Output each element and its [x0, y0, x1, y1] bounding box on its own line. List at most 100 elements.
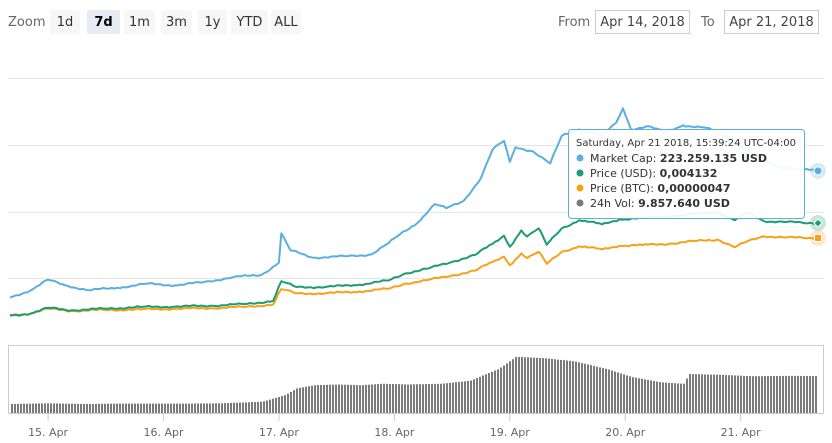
tooltip-row-price-btc: Price (BTC): 0,00000047	[590, 182, 731, 195]
volume-bar	[503, 365, 505, 413]
tooltip-header: Saturday, Apr 21 2018, 15:39:24 UTC-04:0…	[576, 138, 796, 149]
volume-bar	[755, 376, 757, 413]
volume-bar	[101, 403, 103, 413]
volume-bar	[404, 384, 406, 413]
volume-bar	[623, 374, 625, 413]
volume-bar	[461, 381, 463, 413]
volume-bar	[731, 375, 733, 413]
x-axis: 15. Apr 16. Apr 17. Apr 18. Apr 19. Apr 20. A…	[28, 413, 761, 439]
volume-bar	[317, 385, 319, 413]
tooltip-label: Market Cap:	[590, 152, 660, 165]
zoom-button-1d[interactable]: 1d	[50, 10, 80, 34]
volume-bar	[485, 374, 487, 413]
volume-bar	[329, 384, 331, 413]
zoom-button-7d[interactable]: 7d	[87, 10, 120, 34]
volume-pane	[8, 345, 824, 414]
volume-bar	[686, 378, 688, 413]
volume-bar	[494, 370, 496, 413]
volume-bar	[629, 376, 631, 413]
hover-marker-price-usd	[813, 218, 823, 228]
from-label: From	[558, 15, 590, 30]
zoom-button-3m[interactable]: 3m	[161, 10, 192, 34]
volume-bar	[134, 403, 136, 413]
volume-bar	[566, 360, 568, 413]
volume-bar	[80, 403, 82, 413]
volume-bar	[383, 383, 385, 413]
volume-bar	[257, 401, 259, 413]
volume-bar	[782, 375, 784, 413]
volume-bar	[725, 375, 727, 413]
volume-bar	[164, 403, 166, 413]
volume-bar	[296, 388, 298, 413]
x-tick-label: 21. Apr	[721, 426, 761, 439]
volume-bar	[281, 396, 283, 413]
volume-bar	[74, 403, 76, 413]
volume-bar	[743, 375, 745, 413]
to-date-input[interactable]: Apr 21, 2018	[724, 10, 819, 34]
volume-bar	[722, 374, 724, 413]
volume-bar	[47, 403, 49, 413]
volume-bar	[179, 403, 181, 413]
volume-bar	[149, 403, 151, 413]
zoom-button-label: 1d	[57, 15, 74, 30]
tooltip-bullet-market-cap	[576, 154, 584, 162]
volume-bar	[275, 397, 277, 413]
volume-bar	[416, 384, 418, 413]
volume-bar	[128, 403, 130, 413]
zoom-label: Zoom	[8, 15, 45, 30]
zoom-button-1y[interactable]: 1y	[198, 10, 227, 34]
zoom-button-1m[interactable]: 1m	[124, 10, 155, 34]
volume-bar	[194, 403, 196, 413]
from-date-input[interactable]: Apr 14, 2018	[595, 10, 690, 34]
volume-bar	[350, 384, 352, 413]
volume-bar	[305, 386, 307, 413]
zoom-button-all[interactable]: ALL	[271, 10, 301, 34]
volume-bar	[812, 376, 814, 413]
volume-bar	[767, 376, 769, 413]
volume-bar	[263, 401, 265, 413]
x-tick-label: 16. Apr	[144, 426, 184, 439]
volume-bar	[653, 381, 655, 413]
volume-bar	[428, 384, 430, 413]
volume-bar	[17, 403, 19, 413]
volume-bar	[77, 403, 79, 413]
volume-bar	[710, 374, 712, 413]
volume-bar	[290, 391, 292, 413]
volume-bar	[497, 369, 499, 413]
volume-bar	[569, 360, 571, 413]
volume-bar	[116, 403, 118, 413]
zoom-button-ytd[interactable]: YTD	[231, 10, 268, 34]
volume-bar	[260, 401, 262, 413]
volume-bar	[746, 376, 748, 413]
volume-bar	[356, 385, 358, 413]
volume-bar	[332, 384, 334, 413]
volume-bar	[377, 384, 379, 413]
volume-bar	[431, 384, 433, 413]
volume-bar	[707, 374, 709, 413]
from-date-value: Apr 14, 2018	[600, 15, 685, 30]
volume-bar	[38, 403, 40, 413]
volume-bar	[455, 382, 457, 413]
volume-bar	[554, 359, 556, 413]
tooltip-label: 24h Vol:	[590, 197, 638, 210]
volume-bar	[41, 403, 43, 413]
volume-bar	[662, 382, 664, 413]
volume-bar	[665, 382, 667, 413]
volume-bar	[248, 402, 250, 413]
volume-bar	[29, 403, 31, 413]
volume-bar	[797, 375, 799, 413]
volume-bar	[224, 403, 226, 413]
volume-bar	[188, 403, 190, 413]
volume-bar	[728, 375, 730, 413]
volume-bar	[794, 375, 796, 413]
volume-bar	[617, 372, 619, 413]
tooltip-value: 0,004132	[660, 167, 718, 180]
volume-bar	[11, 404, 13, 413]
volume-bar	[137, 403, 139, 413]
volume-bar	[698, 374, 700, 413]
volume-bar	[647, 379, 649, 413]
volume-bar	[326, 384, 328, 413]
volume-bar	[638, 378, 640, 413]
volume-bar	[764, 376, 766, 413]
